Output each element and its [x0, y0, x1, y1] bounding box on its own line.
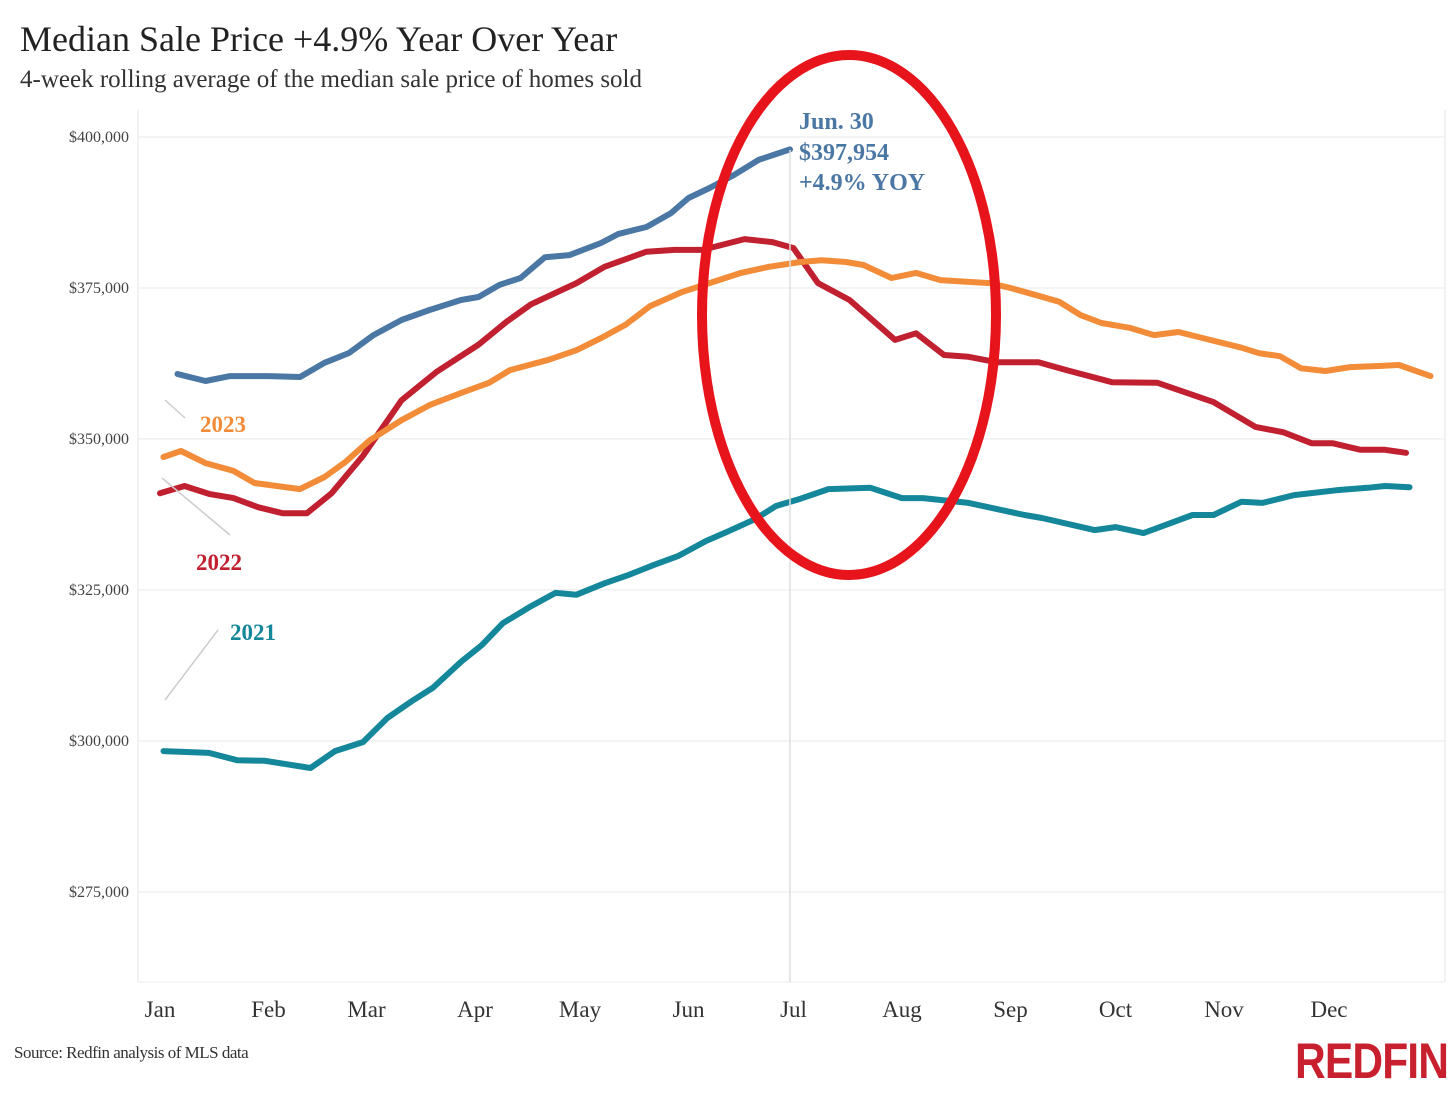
gridlines: [138, 136, 1445, 893]
x-tick-label: Nov: [1204, 997, 1244, 1022]
y-tick-label: $275,000: [69, 884, 129, 901]
redfin-logo: REDFIN: [1294, 1033, 1449, 1089]
series-labels: 2021 2022 2023: [161, 399, 276, 701]
axes: $400,000 $375,000 $350,000 $325,000 $300,000…: [69, 110, 1446, 1022]
y-tick-label: $375,000: [69, 280, 129, 297]
annotation-value: $397,954: [799, 140, 889, 166]
y-tick-label: $325,000: [69, 582, 129, 599]
y-tick-label: $400,000: [69, 129, 129, 146]
label-leader-line-2023: [164, 399, 186, 419]
x-tick-label: Apr: [457, 997, 493, 1022]
chart-subtitle: 4-week rolling average of the median sal…: [20, 66, 642, 93]
series-label-2021: 2021: [230, 620, 276, 645]
annotation-change: +4.9% YOY: [799, 170, 925, 196]
x-tick-label: Aug: [882, 997, 922, 1022]
x-tick-label: Oct: [1099, 997, 1133, 1022]
x-tick-label: Dec: [1310, 997, 1347, 1022]
red-highlight-circle: [697, 50, 1001, 580]
source-note: Source: Redfin analysis of MLS data: [14, 1043, 249, 1062]
x-tick-label: Jan: [145, 997, 176, 1022]
x-tick-label: Mar: [347, 997, 386, 1022]
label-leader-line-2022: [161, 477, 231, 536]
series-line-2023: [160, 257, 1434, 493]
series-label-2023: 2023: [200, 412, 246, 437]
series-label-2022: 2022: [196, 550, 242, 575]
y-tick-label: $300,000: [69, 733, 129, 750]
x-tick-label: Sep: [993, 997, 1028, 1022]
series-lines: [157, 146, 1434, 771]
series-line-2022: [157, 236, 1409, 517]
x-tick-label: Feb: [251, 997, 286, 1022]
y-tick-label: $350,000: [69, 431, 129, 448]
x-tick-label: May: [559, 997, 602, 1022]
x-tick-label: Jul: [780, 997, 807, 1022]
annotation-date: Jun. 30: [799, 109, 874, 135]
annotation: Jun. 30 $397,954 +4.9% YOY: [789, 109, 925, 982]
x-tick-label: Jun: [673, 997, 705, 1022]
chart-title: Median Sale Price +4.9% Year Over Year: [20, 19, 618, 59]
series-line-2021: [160, 483, 1413, 771]
series-line-2024: [174, 146, 793, 384]
label-leader-line-2021: [164, 629, 219, 701]
